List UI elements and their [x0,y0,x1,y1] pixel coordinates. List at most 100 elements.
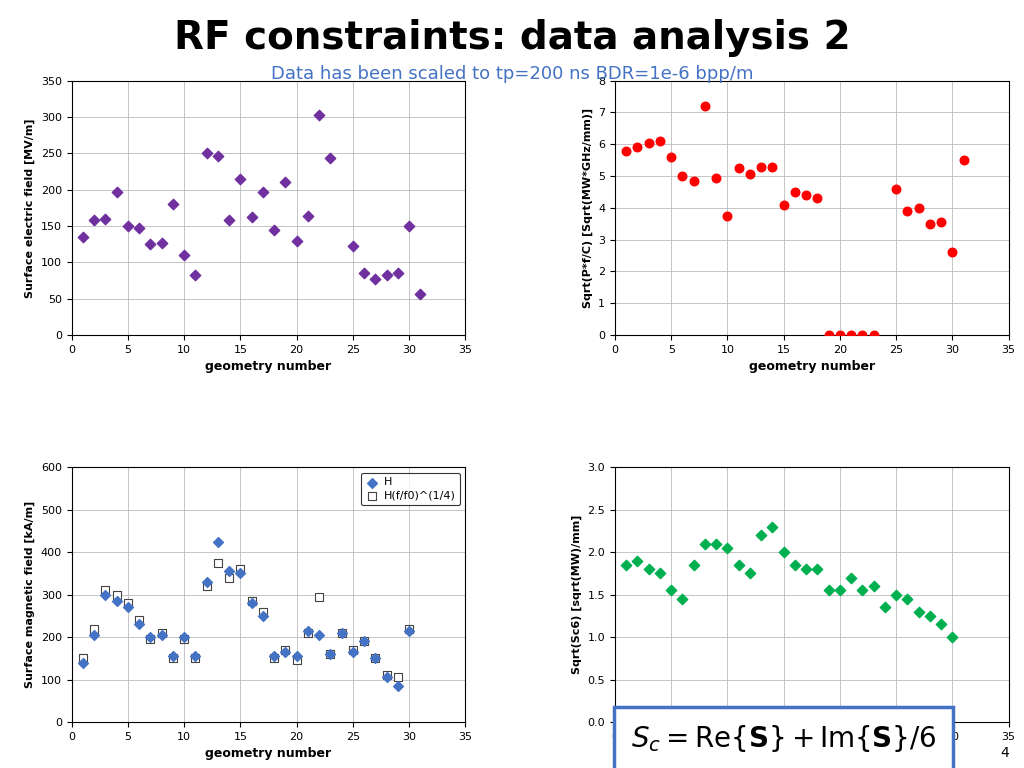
H(f/f0)^(1/4) [142,633,159,645]
Point [708,171,724,184]
Point [630,554,646,567]
H [75,657,91,669]
Point [741,568,758,580]
Y-axis label: Sqrt(P*f/C) [Sqrt(MW*GHz/mm)]: Sqrt(P*f/C) [Sqrt(MW*GHz/mm)] [583,108,593,308]
Point [775,199,792,211]
H(f/f0)^(1/4) [86,623,102,635]
Point [843,329,859,341]
Point [685,559,701,571]
X-axis label: geometry number: geometry number [749,747,874,760]
Point [663,584,679,597]
Point [831,584,848,597]
H(f/f0)^(1/4) [232,563,249,575]
H [278,646,294,658]
H [289,650,305,662]
Point [730,162,746,174]
Point [142,237,159,250]
Point [379,269,395,281]
H(f/f0)^(1/4) [334,627,350,639]
H [356,635,373,647]
H [187,650,204,662]
Point [97,213,114,225]
Point [255,186,271,198]
Point [696,538,713,550]
H(f/f0)^(1/4) [176,633,193,645]
Point [831,329,848,341]
Point [685,174,701,187]
Y-axis label: Surface electric field [MV/m]: Surface electric field [MV/m] [25,118,35,298]
Point [154,237,170,249]
H [109,595,125,607]
H [401,624,418,637]
H(f/f0)^(1/4) [97,584,114,597]
Text: RF constraints: data analysis 2: RF constraints: data analysis 2 [174,19,850,57]
Point [368,273,384,285]
Y-axis label: Surface magnetic field [kA/m]: Surface magnetic field [kA/m] [25,501,35,688]
Point [311,108,328,121]
Point [640,563,656,575]
Point [944,247,961,259]
Point [663,151,679,163]
Point [798,563,814,575]
H(f/f0)^(1/4) [311,591,328,603]
H [176,631,193,644]
H(f/f0)^(1/4) [266,652,283,664]
Point [651,568,668,580]
H [86,629,102,641]
H(f/f0)^(1/4) [401,623,418,635]
Point [922,610,938,622]
Point [741,168,758,180]
H(f/f0)^(1/4) [278,644,294,656]
Point [933,618,949,631]
Point [865,329,882,341]
H(f/f0)^(1/4) [199,580,215,592]
Point [401,220,418,232]
H [255,610,271,622]
Point [798,189,814,201]
Point [865,580,882,592]
H [390,680,407,692]
Legend: H, H(f/f0)^(1/4): H, H(f/f0)^(1/4) [361,473,460,505]
H [131,618,147,631]
Point [640,137,656,149]
Point [854,329,870,341]
Point [199,147,215,160]
H(f/f0)^(1/4) [221,571,238,584]
Point [187,269,204,281]
Point [775,546,792,558]
X-axis label: geometry number: geometry number [749,360,874,373]
H(f/f0)^(1/4) [323,648,339,660]
H [300,624,316,637]
Text: Data has been scaled to tp=200 ns BDR=1e-6 bpp/m: Data has been scaled to tp=200 ns BDR=1e… [270,65,754,83]
Point [266,224,283,237]
H [120,601,136,614]
Point [888,588,904,601]
H(f/f0)^(1/4) [187,652,204,664]
Point [820,329,837,341]
Point [910,605,927,617]
Y-axis label: Sqrt(Sc6) [sqrt(MW)/mm]: Sqrt(Sc6) [sqrt(MW)/mm] [571,515,582,674]
Point [854,584,870,597]
H(f/f0)^(1/4) [154,627,170,639]
Point [753,161,769,173]
Point [674,593,690,605]
Point [221,214,238,227]
Point [899,205,915,217]
X-axis label: geometry number: geometry number [206,747,332,760]
Point [809,192,825,204]
Point [764,161,780,173]
H [266,650,283,662]
H [199,576,215,588]
Point [244,211,260,223]
H(f/f0)^(1/4) [210,557,226,569]
Point [176,249,193,261]
Point [786,559,803,571]
Point [618,144,635,157]
H [142,631,159,644]
X-axis label: geometry number: geometry number [206,360,332,373]
Point [232,173,249,185]
Point [345,240,361,253]
H [345,646,361,658]
Point [289,234,305,247]
H(f/f0)^(1/4) [75,652,91,664]
